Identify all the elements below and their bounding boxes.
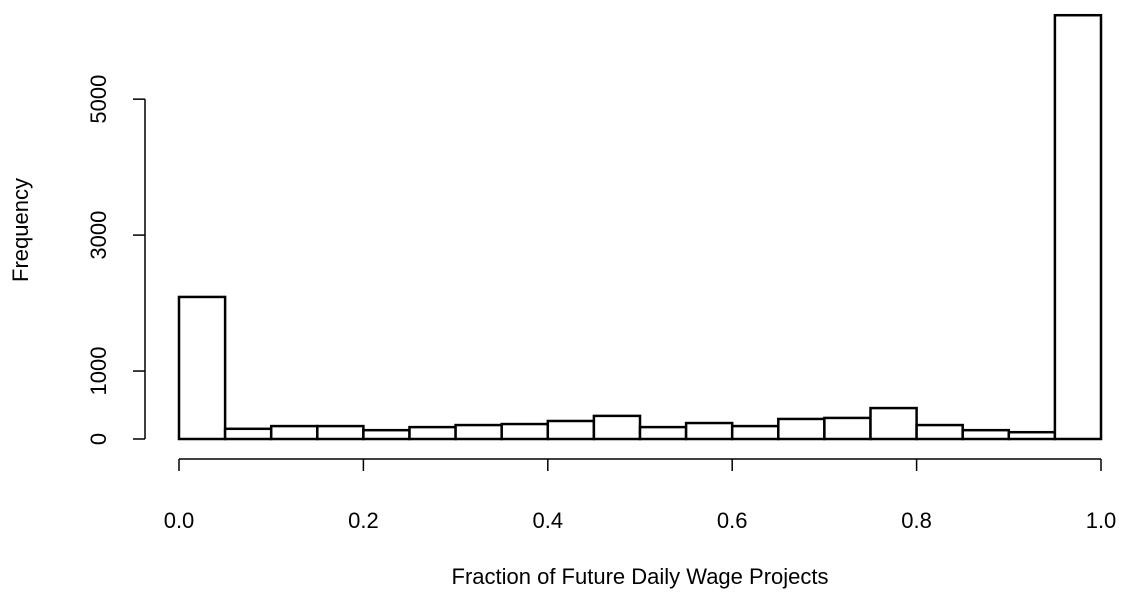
x-axis-label: Fraction of Future Daily Wage Projects: [452, 564, 829, 589]
bar: [638, 425, 688, 441]
bar: [961, 428, 1011, 441]
bar: [915, 423, 964, 441]
y-tick-label: 3000: [86, 211, 111, 260]
x-tick-label: 1.0: [1086, 508, 1117, 533]
bar: [592, 414, 642, 441]
x-tick-label: 0.0: [164, 508, 195, 533]
y-axis-label: Frequency: [8, 178, 33, 282]
bar: [269, 424, 319, 441]
bar: [777, 417, 826, 441]
bar: [684, 421, 734, 441]
y-tick-label: 5000: [86, 75, 111, 124]
bar: [362, 428, 411, 441]
x-tick-label: 0.4: [533, 508, 564, 533]
bar: [869, 406, 918, 441]
bar: [546, 419, 596, 441]
y-tick-label: 1000: [86, 347, 111, 396]
bar: [730, 424, 780, 441]
bar: [454, 423, 503, 441]
bar: [316, 424, 365, 441]
bar: [177, 295, 227, 441]
x-tick-label: 0.6: [717, 508, 748, 533]
x-tick-label: 0.8: [901, 508, 932, 533]
bar: [1007, 430, 1057, 441]
bar: [408, 425, 457, 441]
x-tick-label: 0.2: [348, 508, 379, 533]
bar: [823, 416, 872, 441]
y-tick-label: 0: [86, 433, 111, 445]
bar: [500, 422, 550, 441]
bar: [1053, 13, 1103, 441]
bar: [223, 427, 273, 441]
